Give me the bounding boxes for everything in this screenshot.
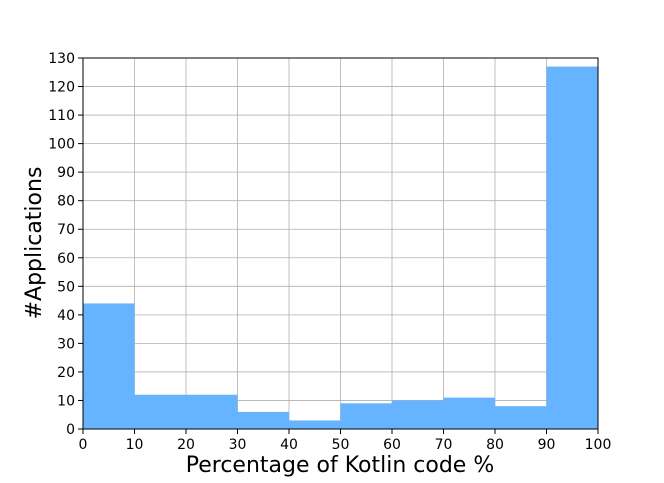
x-tick-label-5: 50 [332,437,350,453]
bar-30-40 [237,411,289,429]
bar-40-50 [289,420,341,429]
x-tick-label-1: 10 [126,437,144,453]
x-tick-label-7: 70 [435,437,453,453]
x-tick-label-2: 20 [177,437,195,453]
bar-80-90 [495,406,547,429]
bar-0-10 [83,303,135,429]
y-axis-label: #Applications [22,167,47,320]
y-tick-label-10: 100 [48,137,75,153]
grid-lines [82,57,599,430]
y-tick-label-2: 20 [57,365,75,381]
y-tick-label-8: 80 [57,194,75,210]
y-tick-label-4: 40 [57,308,75,324]
y-tick-label-9: 90 [57,165,75,181]
y-tick-label-11: 110 [48,108,75,124]
x-ticks: 0 10 20 30 40 50 60 70 80 90 100 [79,429,612,453]
x-tick-label-6: 60 [383,437,401,453]
y-tick-label-6: 60 [57,251,75,267]
y-tick-label-1: 10 [57,393,75,409]
y-tick-label-0: 0 [66,422,75,438]
y-ticks: 0 10 20 30 40 50 60 70 80 90 100 110 120 130 [48,51,83,438]
bar-60-70 [392,400,444,429]
bar-90-100 [546,66,598,430]
y-tick-label-12: 120 [48,80,75,96]
bar-70-80 [443,397,495,429]
bar-10-20 [134,394,186,429]
y-tick-label-5: 50 [57,279,75,295]
bars [83,66,598,430]
x-tick-label-4: 40 [280,437,298,453]
y-tick-label-3: 30 [57,336,75,352]
x-tick-label-0: 0 [79,437,88,453]
y-tick-label-7: 70 [57,222,75,238]
x-tick-label-3: 30 [229,437,247,453]
x-tick-label-9: 90 [538,437,556,453]
x-tick-label-10: 100 [585,437,612,453]
x-tick-label-8: 80 [486,437,504,453]
x-axis-label: Percentage of Kotlin code % [186,453,494,478]
bar-20-30 [186,394,238,429]
y-tick-label-13: 130 [48,51,75,67]
bar-50-60 [340,403,392,429]
